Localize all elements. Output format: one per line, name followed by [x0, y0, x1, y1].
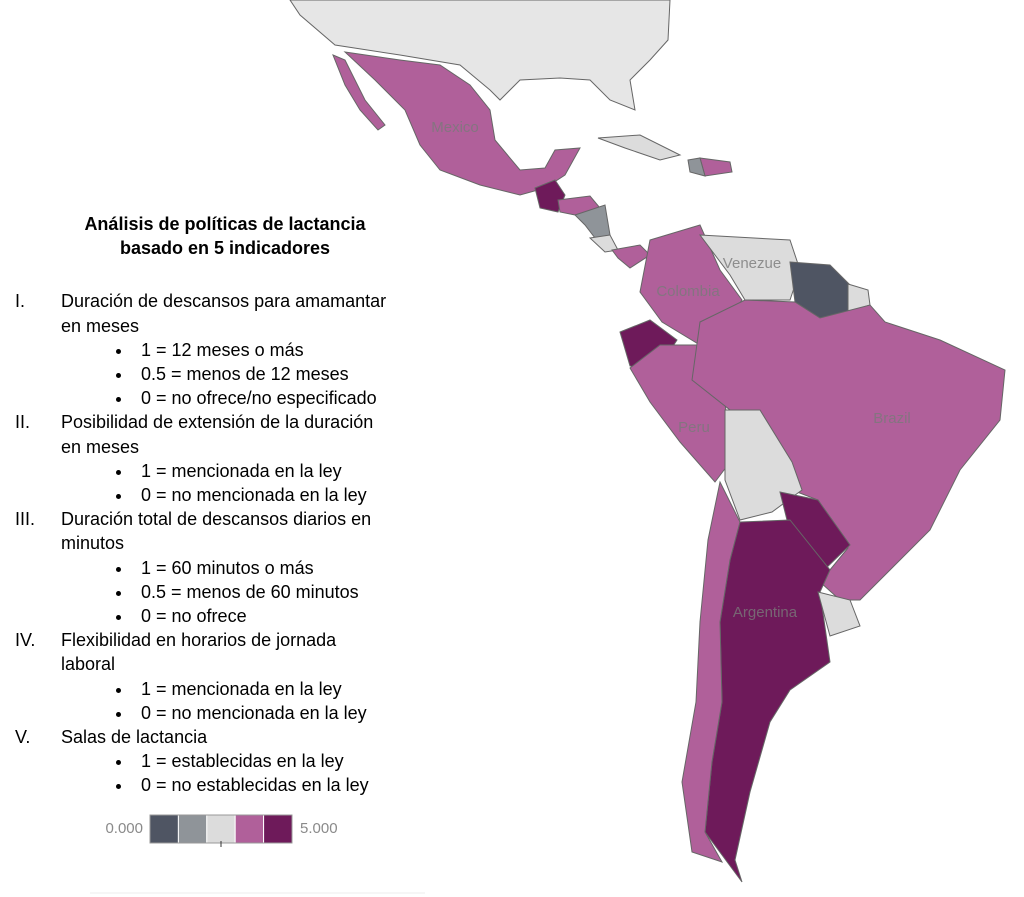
option: 1 = 12 meses o más: [133, 338, 440, 362]
indicator-text: laboral: [61, 654, 116, 675]
indicator-list: I. Duración de descansos para amamantar en…: [0, 289, 440, 797]
legend-max: 5.000: [300, 820, 338, 837]
title-line: basado en 5 indicadores: [119, 238, 331, 259]
numeral: II.: [15, 412, 31, 433]
indicator: IV. Flexibilidad en horarios de jornada la…: [0, 628, 440, 725]
legend-swatch: [234, 814, 265, 844]
map-label: Colombia: [656, 283, 720, 300]
option: 1 = mencionada en la ley: [133, 459, 440, 483]
map-label: Brazil: [873, 410, 911, 427]
option: 1 = establecidas en la ley: [133, 749, 440, 773]
option: 0 = no establecidas en la ley: [133, 773, 440, 797]
options: 1 = 60 minutos o más0.5 = menos de 60 mi…: [61, 556, 440, 629]
map-label: Venezue: [723, 255, 781, 272]
uruguay: [817, 591, 861, 637]
cuba: [597, 134, 682, 161]
indicator-text: minutos: [61, 533, 125, 554]
indicator-text: Posibilidad de extensión de la duración: [61, 412, 374, 433]
legend-swatch: [177, 814, 208, 844]
map-label: Peru: [678, 419, 710, 436]
indicator: I. Duración de descansos para amamantar en…: [0, 289, 440, 410]
legend-swatch: [149, 814, 179, 844]
map-label: Argentina: [733, 604, 798, 621]
indicator: II. Posibilidad de extensión de la duraci…: [0, 410, 440, 507]
numeral: I.: [15, 291, 26, 312]
mexico: [343, 51, 581, 196]
chile: [681, 480, 741, 863]
title: Análisis de políticas de lactancia basado…: [0, 212, 450, 260]
indicator: III. Duración total de descansos diarios …: [0, 507, 440, 628]
indicator-text: en meses: [61, 436, 140, 457]
numeral: V.: [15, 727, 31, 748]
option: 0.5 = menos de 12 meses: [133, 362, 440, 386]
usa: [289, 0, 671, 111]
indicator-text: Flexibilidad en horarios de jornada: [61, 630, 337, 651]
indicator-text: Duración total de descansos diarios en: [61, 509, 372, 530]
option: 1 = mencionada en la ley: [133, 677, 440, 701]
options: 1 = 12 meses o más0.5 = menos de 12 mese…: [61, 338, 440, 411]
numeral: III.: [15, 509, 36, 530]
option: 1 = 60 minutos o más: [133, 556, 440, 580]
option: 0.5 = menos de 60 minutos: [133, 580, 440, 604]
options: 1 = mencionada en la ley0 = no mencionad…: [61, 459, 440, 507]
venezuela: [698, 234, 801, 301]
map-label: Mexico: [431, 119, 479, 136]
option: 0 = no mencionada en la ley: [133, 483, 440, 507]
baja: [332, 54, 386, 131]
numeral: IV.: [15, 630, 36, 651]
indicator-text: Salas de lactancia: [61, 727, 208, 748]
option: 0 = no mencionada en la ley: [133, 701, 440, 725]
options: 1 = establecidas en la ley0 = no estable…: [61, 749, 440, 797]
dominican-rep: [699, 157, 733, 177]
legend-swatch: [206, 814, 236, 844]
title-line: Análisis de políticas de lactancia: [84, 214, 366, 234]
legend-min: 0.000: [105, 820, 143, 837]
panama: [611, 244, 651, 269]
legend: 0.000 5.000: [105, 814, 338, 847]
haiti: [687, 157, 706, 177]
option: 0 = no ofrece: [133, 604, 440, 628]
option: 0 = no ofrece/no especificado: [133, 386, 440, 410]
indicator-text: Duración de descansos para amamantar: [61, 291, 387, 312]
indicator: V. Salas de lactancia1 = establecidas en …: [0, 725, 440, 798]
options: 1 = mencionada en la ley0 = no mencionad…: [61, 677, 440, 725]
text-panel: Análisis de políticas de lactancia basado…: [0, 212, 440, 798]
indicator-text: en meses: [61, 315, 140, 336]
legend-swatch: [263, 814, 293, 844]
